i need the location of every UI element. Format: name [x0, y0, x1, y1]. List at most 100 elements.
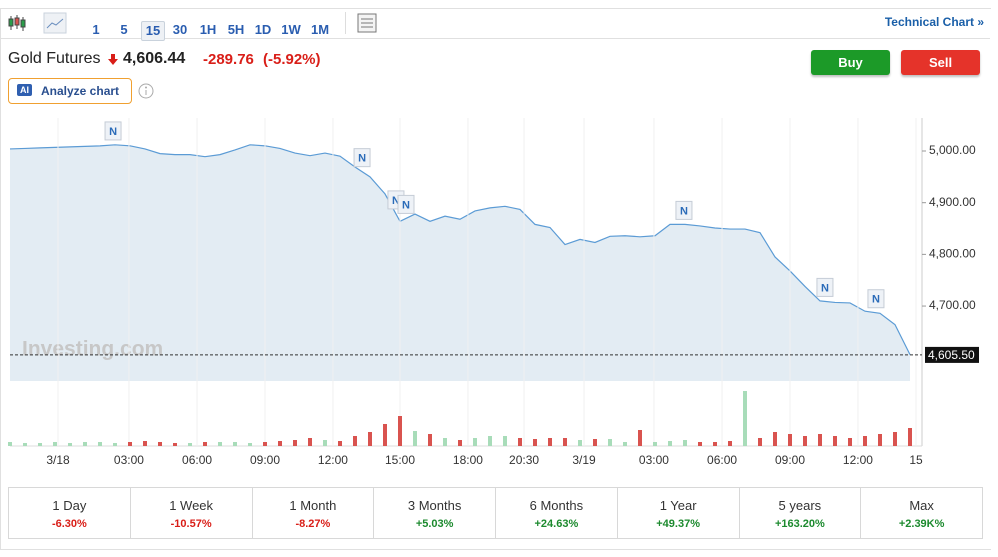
- volume-bar: [68, 443, 72, 446]
- news-box: [675, 200, 693, 220]
- analyze-label: Analyze chart: [41, 84, 120, 98]
- x-tick-label: 03:00: [639, 453, 669, 467]
- performance-cell: 5 years +163.20%: [740, 488, 862, 538]
- volume-bar: [863, 436, 867, 446]
- volume-bar: [488, 436, 492, 446]
- technical-chart-link[interactable]: Technical Chart »: [884, 15, 984, 29]
- interval-button[interactable]: 1H: [199, 22, 217, 37]
- volume-bar: [323, 440, 327, 446]
- volume-bar: [218, 442, 222, 446]
- watermark: Investing.com: [22, 338, 163, 361]
- last-price-label: 4,605.50: [928, 348, 975, 362]
- period-change: +2.39K%: [898, 518, 945, 530]
- interval-button[interactable]: 1: [92, 22, 100, 37]
- volume-bar: [698, 442, 702, 446]
- volume-bar: [908, 428, 912, 446]
- volume-bar: [248, 443, 252, 446]
- volume-bar: [128, 442, 132, 446]
- sell-button[interactable]: Sell: [901, 50, 980, 75]
- period-change: +5.03%: [415, 518, 454, 530]
- period-change: -8.27%: [295, 518, 331, 530]
- volume-bar: [293, 440, 297, 446]
- volume-bar: [683, 440, 687, 446]
- x-tick-label: 18:00: [453, 453, 483, 467]
- performance-cell: 3 Months +5.03%: [374, 488, 496, 538]
- news-box: [816, 277, 834, 297]
- performance-table: 1 Day -6.30% 1 Week -10.57% 1 Month -8.27% 3 M…: [8, 487, 983, 539]
- x-tick-label: 06:00: [182, 453, 212, 467]
- y-tick-label: 5,000.00: [929, 143, 976, 157]
- news-marker[interactable]: N: [353, 148, 371, 168]
- separator: [345, 12, 346, 34]
- news-label: N: [358, 153, 366, 165]
- volume-bar: [113, 443, 117, 446]
- volume-bar: [623, 442, 627, 446]
- volume-bar: [458, 440, 462, 446]
- news-label: N: [821, 282, 829, 294]
- volume-bar: [353, 436, 357, 446]
- volume-bar: [803, 436, 807, 446]
- volume-bar: [278, 441, 282, 446]
- interval-button[interactable]: 1D: [254, 22, 272, 37]
- volume-bar: [23, 443, 27, 446]
- volume-bar: [443, 438, 447, 446]
- volume-bar: [188, 443, 192, 446]
- x-tick-label: 09:00: [775, 453, 805, 467]
- volume-bar: [848, 438, 852, 446]
- interval-button[interactable]: 5: [120, 22, 128, 37]
- period-change: +49.37%: [656, 518, 700, 530]
- volume-bar: [98, 442, 102, 446]
- volume-bar: [608, 439, 612, 446]
- interval-button[interactable]: 5H: [227, 22, 245, 37]
- price-area: [10, 144, 910, 381]
- info-icon[interactable]: [138, 83, 154, 99]
- buy-button[interactable]: Buy: [811, 50, 890, 75]
- news-marker[interactable]: N: [397, 194, 415, 214]
- news-marker[interactable]: N: [675, 200, 693, 220]
- volume-bar: [563, 438, 567, 446]
- news-label: N: [872, 294, 880, 306]
- volume-bar: [668, 441, 672, 446]
- volume-bar: [428, 434, 432, 446]
- volume-bar: [518, 438, 522, 446]
- news-marker[interactable]: N: [816, 277, 834, 297]
- volume-bar: [473, 438, 477, 446]
- interval-button[interactable]: 30: [172, 22, 188, 37]
- news-box: [353, 148, 371, 168]
- volume-bar: [263, 442, 267, 446]
- table-icon[interactable]: [357, 13, 377, 33]
- volume-bar: [773, 432, 777, 446]
- performance-cell: 1 Year +49.37%: [618, 488, 740, 538]
- volume-bar: [398, 416, 402, 446]
- x-tick-label: 09:00: [250, 453, 280, 467]
- interval-button[interactable]: 1W: [281, 22, 301, 37]
- period-change: +163.20%: [774, 518, 825, 530]
- volume-bar: [503, 436, 507, 446]
- chart-type-icons[interactable]: [8, 12, 68, 34]
- change: -289.76: [203, 51, 254, 68]
- volume-bar: [743, 391, 747, 446]
- period: 1 Week: [169, 498, 214, 513]
- volume-bar: [203, 442, 207, 446]
- news-box: [867, 289, 885, 309]
- news-box: [104, 121, 122, 141]
- period: 1 Month: [289, 498, 337, 513]
- volume-bar: [8, 442, 12, 446]
- performance-cell: 1 Week -10.57%: [131, 488, 253, 538]
- analyze-button[interactable]: AI Analyze chart: [8, 78, 132, 104]
- volume-bar: [758, 438, 762, 446]
- period-change: +24.63%: [534, 518, 579, 530]
- interval-button[interactable]: 1M: [310, 22, 330, 37]
- news-marker[interactable]: N: [104, 121, 122, 141]
- volume-bar: [173, 443, 177, 446]
- performance-cell: 6 Months +24.63%: [496, 488, 618, 538]
- volume-bar: [338, 441, 342, 446]
- period: Max: [909, 498, 934, 513]
- performance-cell: 1 Day -6.30%: [9, 488, 131, 538]
- price: 4,606.44: [123, 50, 186, 67]
- news-marker[interactable]: N: [867, 289, 885, 309]
- news-label: N: [109, 126, 117, 138]
- interval-button[interactable]: 15: [141, 21, 165, 41]
- volume-bar: [383, 424, 387, 446]
- x-tick-label: 15:00: [385, 453, 415, 467]
